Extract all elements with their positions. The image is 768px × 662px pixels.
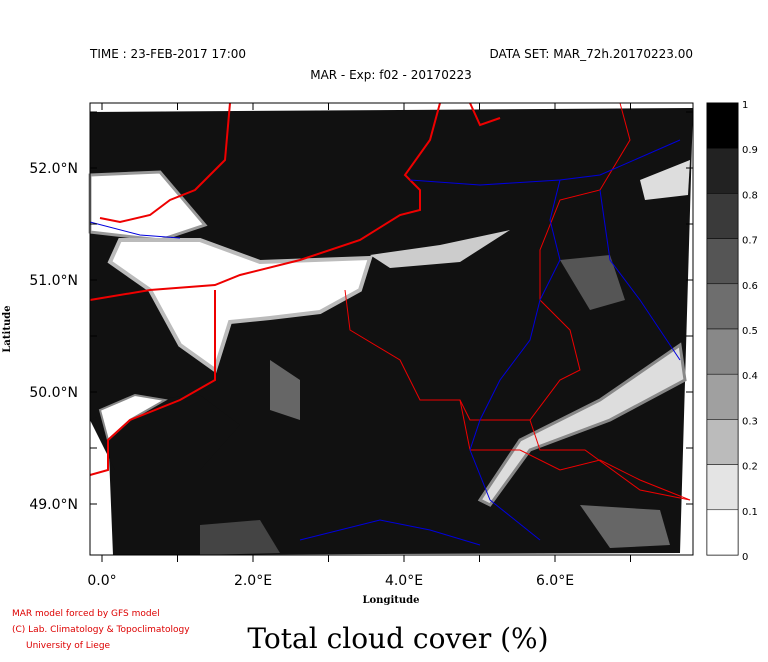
- colorbar-label: 0.9: [742, 145, 758, 156]
- colorbar-label: 0.8: [742, 190, 758, 201]
- y-axis-label: Latitude: [2, 305, 13, 352]
- colorbar-swatch: [706, 283, 739, 330]
- colorbar-swatch: [706, 509, 739, 556]
- figure-title: Total cloud cover (%): [247, 622, 548, 655]
- y-tick-label: 52.0°N: [29, 161, 78, 177]
- colorbar-swatch: [706, 193, 739, 239]
- credit-line: MAR model forced by GFS model: [12, 609, 160, 619]
- x-axis-label: Longitude: [362, 595, 419, 606]
- map-field: [88, 108, 693, 555]
- time-label: TIME : 23-FEB-2017 17:00: [89, 47, 246, 61]
- y-tick-label: 49.0°N: [29, 497, 78, 513]
- colorbar-swatch: [706, 102, 739, 149]
- x-tick-label: 6.0°E: [536, 573, 574, 589]
- colorbar-swatch: [706, 464, 739, 511]
- colorbar-label: 0: [742, 552, 748, 563]
- colorbar-swatch: [706, 147, 739, 194]
- colorbar-swatch: [706, 328, 739, 375]
- credit-line: (C) Lab. Climatology & Topoclimatology: [12, 625, 190, 635]
- x-tick-label: 0.0°: [87, 573, 116, 589]
- colorbar-swatch: [706, 373, 739, 420]
- colorbar-label: 0.6: [742, 281, 758, 292]
- dataset-label: DATA SET: MAR_72h.20170223.00: [489, 47, 693, 61]
- plot-frame: [89, 102, 694, 556]
- experiment-label: MAR - Exp: f02 - 20170223: [310, 68, 472, 82]
- colorbar-swatch: [706, 238, 739, 285]
- coastlines: [89, 102, 501, 476]
- rivers: [89, 139, 681, 546]
- colorbar-label: 1: [742, 100, 748, 111]
- credit-line: University of Liege: [26, 641, 111, 651]
- colorbar-label: 0.5: [742, 326, 758, 337]
- y-tick-label: 50.0°N: [29, 385, 78, 401]
- colorbar-swatch: [706, 419, 739, 465]
- x-tick-label: 4.0°E: [385, 573, 423, 589]
- colorbar-label: 0.3: [742, 416, 758, 427]
- colorbar-label: 0.2: [742, 462, 758, 473]
- colorbar-label: 0.1: [742, 507, 758, 518]
- colorbar-label: 0.7: [742, 236, 758, 247]
- x-tick-label: 2.0°E: [234, 573, 272, 589]
- y-tick-label: 51.0°N: [29, 273, 78, 289]
- colorbar-label: 0.4: [742, 371, 758, 382]
